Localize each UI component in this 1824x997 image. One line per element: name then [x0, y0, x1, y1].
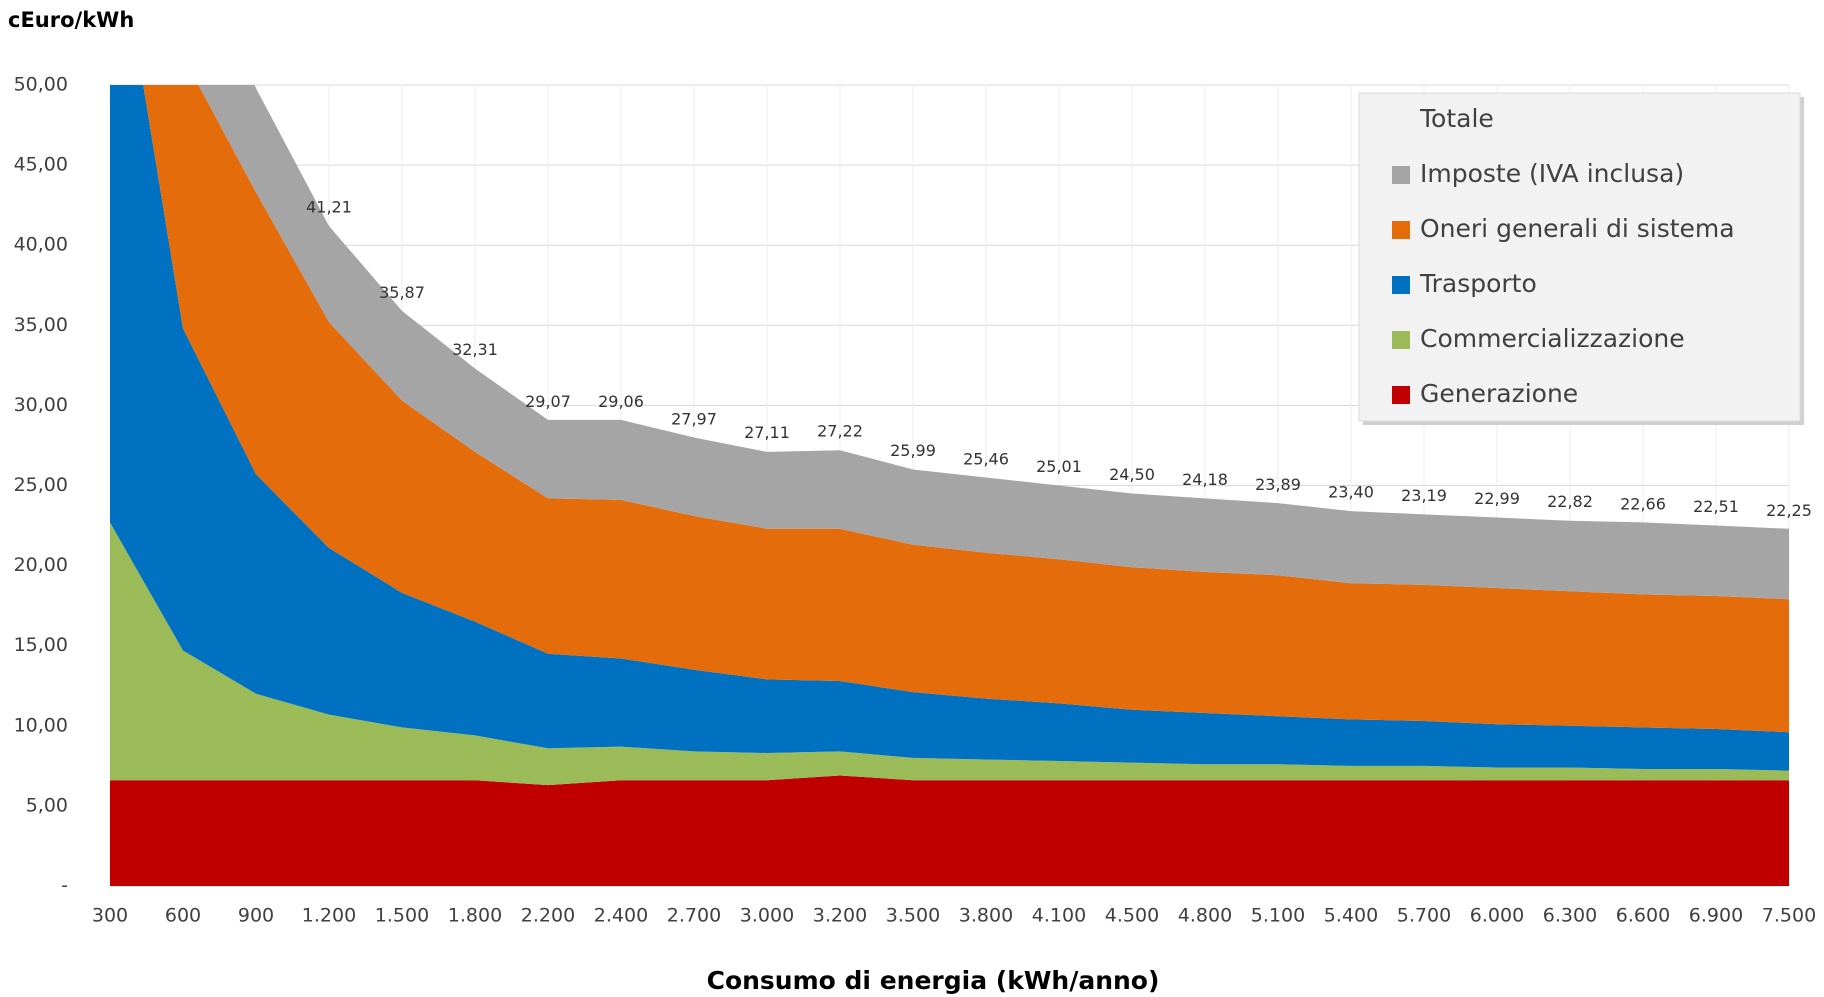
legend-box: [1358, 92, 1801, 422]
total-label: 29,06: [598, 392, 644, 411]
y-tick-label: 50,00: [14, 74, 68, 96]
legend-label: Generazione: [1420, 379, 1578, 408]
x-tick-label: 300: [92, 905, 128, 927]
y-tick-label: -: [61, 875, 68, 897]
legend-label: Totale: [1419, 104, 1494, 133]
legend-swatch: [1392, 331, 1410, 349]
total-label: 22,66: [1620, 494, 1666, 513]
legend-swatch: [1392, 166, 1410, 184]
total-label: 24,18: [1182, 470, 1228, 489]
y-tick-label: 5,00: [26, 794, 68, 816]
legend-label: Commercializzazione: [1420, 324, 1685, 353]
x-tick-label: 5.400: [1324, 905, 1378, 927]
total-label: 25,99: [890, 441, 936, 460]
total-label: 22,82: [1547, 492, 1593, 511]
x-tick-label: 1.500: [375, 905, 429, 927]
x-tick-label: 1.200: [302, 905, 356, 927]
x-tick-label: 600: [165, 905, 201, 927]
area-1: [110, 522, 1789, 786]
y-tick-label: 45,00: [14, 154, 68, 176]
x-tick-label: 4.500: [1105, 905, 1159, 927]
total-label: 23,40: [1328, 483, 1374, 502]
x-tick-label: 6.300: [1543, 905, 1597, 927]
total-label: 27,97: [671, 409, 717, 428]
total-label: 24,50: [1109, 465, 1155, 484]
labels: - 5,00 10,00 15,00 20,00 25,00 30,00 35,00 40,00…: [14, 74, 1817, 927]
plot-area: [110, 85, 1789, 886]
x-tick-label: 3.200: [813, 905, 867, 927]
x-tick-label: 2.200: [521, 905, 575, 927]
total-label: 22,25: [1766, 501, 1812, 520]
legend-swatch: [1392, 276, 1410, 294]
area-3: [143, 85, 1789, 733]
y-tick-label: 30,00: [14, 394, 68, 416]
x-tick-label: 5.700: [1397, 905, 1451, 927]
total-label: 27,11: [744, 423, 790, 442]
x-tick-label: 3.500: [886, 905, 940, 927]
total-label: 35,87: [379, 283, 425, 302]
legend-swatch: [1392, 386, 1410, 404]
total-label: 22,99: [1474, 489, 1520, 508]
x-tick-label: 900: [238, 905, 274, 927]
x-tick-label: 3.800: [959, 905, 1013, 927]
y-tick-label: 10,00: [14, 714, 68, 736]
total-label: 23,19: [1401, 486, 1447, 505]
x-tick-label: 6.000: [1470, 905, 1524, 927]
x-tick-label: 4.100: [1032, 905, 1086, 927]
x-tick-label: 1.800: [448, 905, 502, 927]
x-tick-label: 6.600: [1616, 905, 1670, 927]
y-axis-title: cEuro/kWh: [8, 8, 134, 32]
y-tick-label: 20,00: [14, 554, 68, 576]
x-tick-label: 5.100: [1251, 905, 1305, 927]
legend-label: Oneri generali di sistema: [1420, 214, 1735, 243]
y-tick-label: 25,00: [14, 474, 68, 496]
x-tick-label: 4.800: [1178, 905, 1232, 927]
total-label: 41,21: [306, 197, 352, 216]
total-label: 23,89: [1255, 475, 1301, 494]
x-tick-label: 6.900: [1689, 905, 1743, 927]
y-tick-label: 40,00: [14, 234, 68, 256]
legend-label: Trasporto: [1419, 269, 1537, 298]
total-label: 22,51: [1693, 497, 1739, 516]
total-label: 29,07: [525, 392, 571, 411]
legend-swatch: [1392, 221, 1410, 239]
legend: Totale Imposte (IVA inclusa) Oneri general…: [1358, 92, 1804, 425]
x-tick-label: 3.000: [740, 905, 794, 927]
x-tick-label: 2.700: [667, 905, 721, 927]
total-label: 25,01: [1036, 457, 1082, 476]
y-tick-label: 35,00: [14, 314, 68, 336]
total-label: 25,46: [963, 450, 1009, 469]
total-label: 27,22: [817, 421, 863, 440]
total-label: 32,31: [452, 340, 498, 359]
x-tick-label: 2.400: [594, 905, 648, 927]
x-tick-label: 7.500: [1762, 905, 1816, 927]
area-0: [110, 775, 1789, 886]
x-axis-title: Consumo di energia (kWh/anno): [707, 966, 1160, 995]
legend-label: Imposte (IVA inclusa): [1420, 159, 1684, 188]
area-4: [198, 85, 1789, 600]
y-tick-label: 15,00: [14, 634, 68, 656]
